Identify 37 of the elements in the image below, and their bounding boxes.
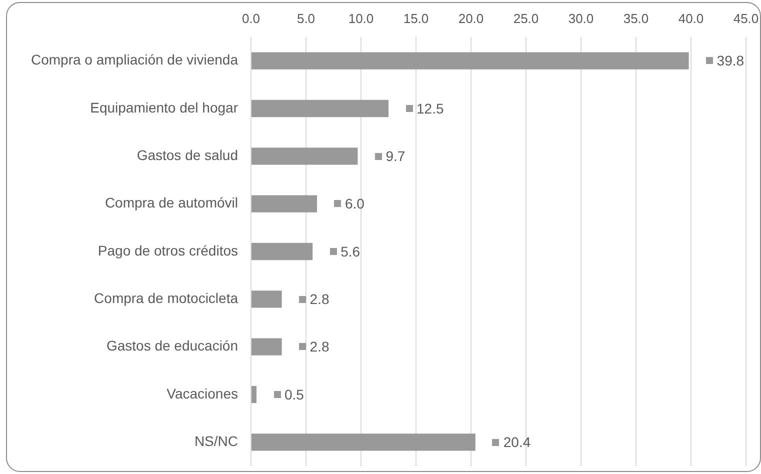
y-tick-label: Compra o ampliación de vivienda xyxy=(31,52,238,68)
bar xyxy=(252,434,476,451)
y-tick-label: Compra de automóvil xyxy=(104,194,238,211)
x-tick-label: 15.0 xyxy=(403,10,429,26)
x-tick-label: 35.0 xyxy=(623,10,649,26)
data-label: 2.8 xyxy=(310,291,330,308)
data-label: 5.6 xyxy=(340,243,360,260)
data-label: 2.8 xyxy=(310,338,330,355)
data-label: 12.5 xyxy=(416,100,444,116)
bar xyxy=(252,100,388,118)
y-tick-label: Equipamiento del hogar xyxy=(90,99,238,116)
x-tick-label: 20.0 xyxy=(458,10,484,26)
y-tick-label: Gastos de salud xyxy=(136,147,238,164)
bar xyxy=(252,148,358,165)
bar xyxy=(252,52,689,70)
y-tick-label: Pago de otros créditos xyxy=(98,242,238,258)
y-tick-label: Vacaciones xyxy=(166,385,238,402)
x-tick-label: 5.0 xyxy=(296,10,316,26)
bar xyxy=(252,386,256,404)
x-tick-label: 25.0 xyxy=(513,10,539,26)
y-tick-label: NS/NC xyxy=(194,433,238,450)
x-tick-label: 40.0 xyxy=(678,10,704,26)
x-tick-label: 10.0 xyxy=(348,10,374,26)
data-label: 9.7 xyxy=(386,148,406,164)
x-tick-label: 0.0 xyxy=(242,10,260,26)
bar xyxy=(252,195,317,212)
bar xyxy=(252,242,313,260)
data-label: 6.0 xyxy=(345,196,365,212)
data-label: 20.4 xyxy=(503,434,531,450)
y-tick-label: Compra de motocicleta xyxy=(94,290,238,306)
data-label: 0.5 xyxy=(284,386,304,402)
data-label: 39.8 xyxy=(716,52,744,69)
x-tick-label: 30.0 xyxy=(568,10,594,26)
x-tick-label: 45.0 xyxy=(733,10,759,26)
bar xyxy=(252,290,282,308)
bar xyxy=(252,338,282,356)
y-tick-label: Gastos de educación xyxy=(106,338,238,354)
